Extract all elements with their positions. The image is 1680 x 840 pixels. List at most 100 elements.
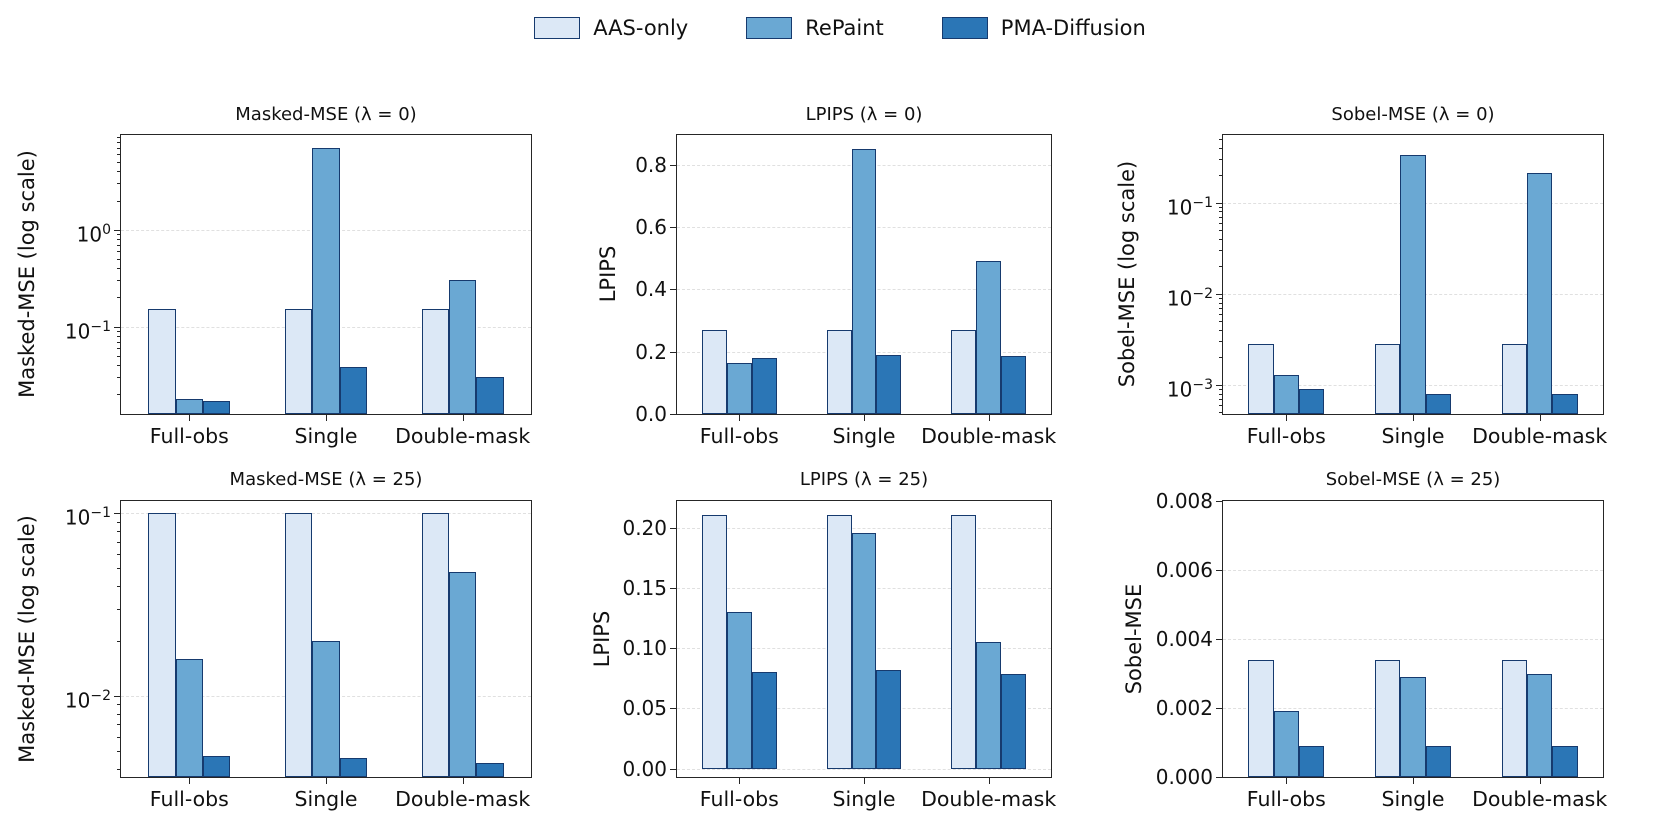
x-tick-label-full-obs: Full-obs: [1246, 787, 1326, 811]
plot-area: 100 10−1 Full-obs Single Double-mask: [65, 134, 532, 448]
bar-repaint-double-mask: [1526, 673, 1553, 777]
bar-aas-only-full-obs: [1248, 344, 1274, 414]
bar-aas-only-double-mask: [1501, 344, 1527, 414]
plot-area: 10−1 10−2 10−3 Full-obs Single Double-mask: [1167, 134, 1607, 448]
bar-aas-only-full-obs: [148, 309, 176, 414]
x-tick-label-full-obs: Full-obs: [149, 787, 229, 811]
bar-pma-diffusion-double-mask: [1552, 393, 1578, 414]
bar-pma-diffusion-single: [1425, 745, 1452, 777]
bar-pma-diffusion-single: [1425, 393, 1452, 414]
legend-label: PMA-Diffusion: [1000, 15, 1146, 40]
bar-repaint-single: [312, 148, 340, 414]
y-tick-label: 10−1: [64, 318, 111, 344]
bar-pma-diffusion-full-obs: [203, 755, 231, 777]
y-axis-label: Masked-MSE (log scale): [15, 150, 39, 398]
x-tick: [326, 777, 327, 784]
y-minor-tick: [1219, 307, 1223, 309]
bar-aas-only-full-obs: [1248, 659, 1274, 777]
legend-swatch-aas-only: [534, 17, 581, 39]
y-tick: [670, 164, 677, 166]
y-minor-tick: [117, 258, 121, 260]
bar-pma-diffusion-single: [876, 669, 902, 769]
x-tick-label-single: Single: [832, 424, 896, 448]
y-tick: [1216, 202, 1223, 204]
y-minor-tick: [117, 234, 121, 236]
x-tick-label-full-obs: Full-obs: [149, 424, 229, 448]
y-tick: [114, 513, 121, 515]
y-tick: [670, 768, 677, 770]
bar-repaint-full-obs: [1273, 711, 1299, 777]
y-gridline: [677, 768, 1051, 770]
bar-aas-only-single: [1374, 344, 1401, 414]
y-tick: [1216, 708, 1223, 709]
bar-aas-only-double-mask: [1501, 659, 1527, 777]
y-minor-tick: [117, 521, 121, 523]
y-minor-tick: [117, 297, 121, 299]
y-tick: [1216, 293, 1223, 295]
x-tick-label-full-obs: Full-obs: [1246, 424, 1326, 448]
y-minor-tick: [1219, 412, 1223, 414]
bar-repaint-full-obs: [726, 362, 752, 414]
y-minor-tick: [1219, 321, 1223, 323]
y-tick: [114, 696, 121, 697]
y-tick-label: 0.8: [635, 152, 667, 177]
y-tick: [670, 708, 677, 710]
bar-repaint-full-obs: [1273, 374, 1299, 414]
bar-pma-diffusion-double-mask: [476, 377, 504, 414]
y-tick: [670, 289, 677, 291]
x-tick-label-full-obs: Full-obs: [699, 424, 779, 448]
chart-title: Sobel-MSE (λ = 25): [1325, 469, 1501, 490]
bar-aas-only-double-mask: [951, 329, 977, 414]
x-tick: [739, 777, 741, 784]
bar-repaint-single: [1400, 155, 1426, 414]
bar-pma-diffusion-double-mask: [1552, 745, 1578, 777]
bar-pma-diffusion-full-obs: [1299, 745, 1325, 777]
y-tick-label: 0.002: [1155, 696, 1213, 720]
x-tick-label-single: Single: [1381, 787, 1445, 811]
y-tick: [1216, 777, 1223, 778]
y-tick-label: 0.6: [635, 214, 667, 239]
y-minor-tick: [1219, 399, 1223, 401]
bar-aas-only-single: [1374, 659, 1401, 777]
y-tick-label: 0.004: [1155, 627, 1213, 651]
x-tick-label-double-mask: Double-mask: [921, 787, 1057, 811]
y-minor-tick: [117, 553, 121, 555]
bar-repaint-double-mask: [448, 280, 477, 414]
x-tick-label-double-mask: Double-mask: [1472, 424, 1608, 448]
legend: AAS-only RePaint PMA-Diffusion: [0, 10, 1680, 46]
bar-aas-only-double-mask: [421, 309, 449, 414]
bar-repaint-double-mask: [448, 571, 477, 777]
y-tick-label: 0.4: [635, 277, 667, 302]
bar-aas-only-single: [826, 514, 852, 769]
bar-aas-only-double-mask: [951, 514, 977, 769]
bar-pma-diffusion-single: [876, 354, 902, 414]
y-tick-label: 0.15: [622, 576, 667, 601]
bar-repaint-double-mask: [976, 642, 1002, 769]
y-minor-tick: [117, 724, 121, 726]
bar-repaint-full-obs: [175, 398, 203, 414]
y-minor-tick: [117, 355, 121, 357]
y-gridline: [121, 513, 531, 515]
y-minor-tick: [117, 348, 121, 350]
bar-pma-diffusion-full-obs: [1299, 389, 1325, 414]
y-minor-tick: [117, 335, 121, 337]
y-minor-tick: [1219, 302, 1223, 304]
bar-pma-diffusion-full-obs: [751, 357, 777, 414]
y-minor-tick: [117, 200, 121, 202]
y-tick-label: 0.008: [1155, 489, 1213, 513]
y-minor-tick: [117, 330, 121, 332]
y-tick: [114, 229, 121, 231]
y-minor-tick: [117, 137, 121, 139]
y-minor-tick: [1219, 341, 1223, 343]
x-tick-label-single: Single: [294, 787, 358, 811]
x-tick: [1539, 414, 1541, 421]
bar-pma-diffusion-double-mask: [1001, 356, 1027, 414]
chart-title: LPIPS (λ = 25): [799, 469, 929, 490]
bar-aas-only-full-obs: [148, 513, 176, 777]
bar-repaint-full-obs: [175, 658, 203, 777]
y-minor-tick: [117, 341, 121, 343]
y-minor-tick: [117, 750, 121, 752]
y-minor-tick: [117, 394, 121, 396]
y-minor-tick: [1219, 297, 1223, 299]
